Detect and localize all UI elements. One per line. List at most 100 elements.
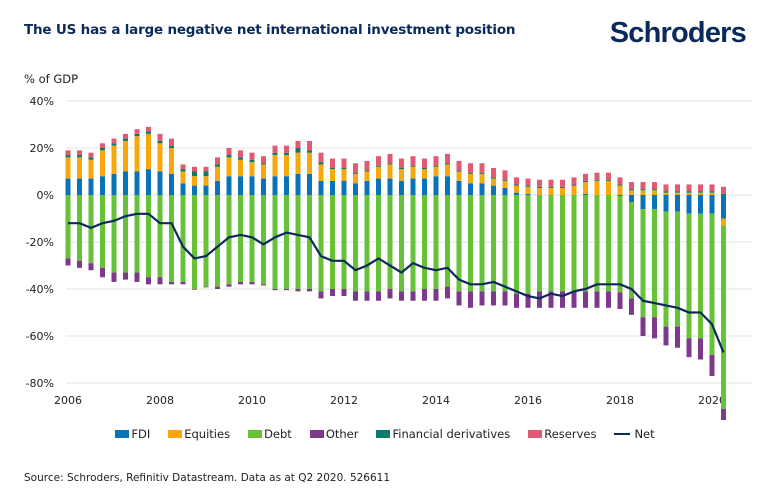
bar-other [226, 284, 232, 287]
bar-other [617, 292, 623, 309]
bar-financial-derivatives [295, 148, 301, 153]
bar-financial-derivatives [525, 185, 531, 187]
bar-reserves [548, 179, 554, 187]
bar-reserves [100, 143, 105, 148]
bar-reserves [192, 166, 197, 172]
bar-debt [364, 195, 370, 292]
bar-other [514, 293, 519, 308]
bar-financial-derivatives [491, 177, 496, 179]
y-tick-label: -80% [26, 377, 54, 390]
bar-financial-derivatives [433, 165, 439, 167]
bar-debt [663, 211, 669, 327]
legend-swatch [309, 430, 324, 438]
bar-fdi [721, 195, 726, 219]
bar-fdi [169, 173, 174, 195]
bar-financial-derivatives [387, 163, 393, 165]
bar-equities [583, 182, 588, 194]
bar-debt [88, 195, 94, 264]
bar-debt [123, 195, 128, 273]
bar-other [410, 291, 416, 301]
bar-financial-derivatives [709, 191, 715, 193]
bar-fdi [146, 169, 151, 195]
bar-fdi [318, 180, 324, 195]
bar-fdi [226, 176, 232, 195]
legend-label: Financial derivatives [392, 427, 511, 441]
x-tick-label: 2016 [514, 394, 542, 407]
legend-swatch [528, 430, 543, 438]
bar-financial-derivatives [134, 133, 140, 137]
bar-equities [249, 162, 255, 177]
bar-fdi [445, 176, 450, 195]
bar-reserves [399, 158, 404, 168]
bar-other [169, 281, 174, 285]
bar-equities [88, 159, 94, 179]
bar-equities [146, 133, 151, 170]
bar-reserves [571, 177, 577, 185]
bar-equities [203, 176, 209, 186]
bar-debt [491, 195, 496, 292]
bar-equities [433, 166, 439, 177]
bar-other [123, 272, 128, 280]
bar-other [111, 272, 117, 282]
bar-other [479, 291, 485, 306]
bar-financial-derivatives [514, 184, 519, 186]
bar-debt [456, 195, 462, 292]
bar-debt [629, 202, 634, 299]
bar-financial-derivatives [307, 150, 312, 153]
bar-fdi [203, 185, 209, 195]
bar-financial-derivatives [675, 191, 680, 193]
bar-debt [238, 195, 243, 282]
bar-fdi [640, 195, 646, 210]
x-tick-label: 2010 [238, 394, 266, 407]
bar-equities [399, 169, 404, 181]
bar-fdi [422, 178, 427, 195]
bar-equities [318, 164, 324, 181]
bar-equities [284, 155, 289, 177]
bar-reserves [456, 160, 462, 171]
bar-reserves [537, 179, 542, 187]
bar-debt [537, 195, 542, 292]
bar-fdi [364, 180, 370, 195]
bar-financial-derivatives [410, 165, 416, 167]
bar-fdi [180, 183, 186, 195]
bar-equities [456, 171, 462, 181]
legend-label: Reserves [544, 427, 597, 441]
x-tick-label: 2008 [146, 394, 174, 407]
bar-fdi [295, 173, 301, 195]
bar-debt [215, 195, 220, 287]
bar-financial-derivatives [341, 167, 347, 170]
bar-equities [364, 171, 370, 181]
bar-other [134, 272, 140, 282]
bar-reserves [721, 186, 726, 194]
bar-debt [146, 195, 151, 278]
bar-financial-derivatives [640, 189, 646, 191]
bar-other [663, 326, 669, 346]
bar-reserves [169, 138, 174, 146]
bar-financial-derivatives [226, 155, 232, 158]
bar-financial-derivatives [445, 163, 450, 165]
bar-equities [629, 190, 634, 195]
bar-other [192, 289, 197, 290]
bar-other [261, 284, 266, 286]
bar-financial-derivatives [318, 162, 324, 165]
legend-label: Equities [184, 427, 231, 441]
bar-other [709, 354, 715, 376]
bars [65, 126, 726, 420]
bar-debt [433, 195, 439, 289]
bar-other [583, 291, 588, 308]
bar-debt [180, 195, 186, 282]
bar-other [606, 291, 611, 308]
bar-financial-derivatives [629, 189, 634, 191]
bar-financial-derivatives [583, 180, 588, 183]
bar-debt [675, 211, 680, 327]
bar-equities [238, 159, 243, 177]
bar-financial-derivatives [100, 148, 105, 151]
bar-other [295, 289, 301, 292]
bar-equities [192, 176, 197, 186]
bar-reserves [525, 178, 531, 186]
schroders-logo: Schroders [609, 17, 747, 49]
bar-fdi [134, 171, 140, 195]
bar-fdi [663, 195, 669, 212]
bar-other [307, 289, 312, 292]
bar-financial-derivatives [548, 186, 554, 188]
